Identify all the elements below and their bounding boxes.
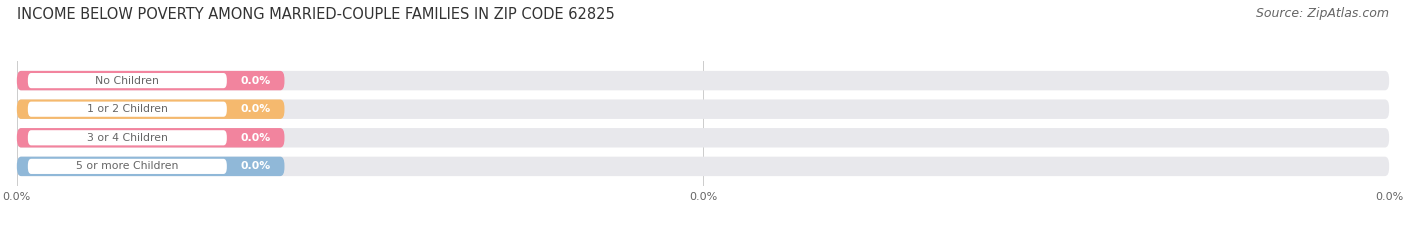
- FancyBboxPatch shape: [17, 99, 284, 119]
- FancyBboxPatch shape: [17, 128, 1389, 147]
- FancyBboxPatch shape: [28, 73, 226, 88]
- FancyBboxPatch shape: [17, 71, 1389, 90]
- Text: 0.0%: 0.0%: [240, 133, 271, 143]
- Text: 0.0%: 0.0%: [240, 104, 271, 114]
- FancyBboxPatch shape: [17, 99, 1389, 119]
- FancyBboxPatch shape: [17, 157, 284, 176]
- FancyBboxPatch shape: [17, 157, 1389, 176]
- Text: 0.0%: 0.0%: [240, 75, 271, 86]
- Text: Source: ZipAtlas.com: Source: ZipAtlas.com: [1256, 7, 1389, 20]
- FancyBboxPatch shape: [28, 159, 226, 174]
- FancyBboxPatch shape: [28, 130, 226, 145]
- Text: 3 or 4 Children: 3 or 4 Children: [87, 133, 167, 143]
- FancyBboxPatch shape: [17, 71, 284, 90]
- Text: 5 or more Children: 5 or more Children: [76, 161, 179, 171]
- Text: No Children: No Children: [96, 75, 159, 86]
- FancyBboxPatch shape: [28, 102, 226, 117]
- Text: 0.0%: 0.0%: [240, 161, 271, 171]
- Text: INCOME BELOW POVERTY AMONG MARRIED-COUPLE FAMILIES IN ZIP CODE 62825: INCOME BELOW POVERTY AMONG MARRIED-COUPL…: [17, 7, 614, 22]
- FancyBboxPatch shape: [17, 128, 284, 147]
- Text: 1 or 2 Children: 1 or 2 Children: [87, 104, 167, 114]
